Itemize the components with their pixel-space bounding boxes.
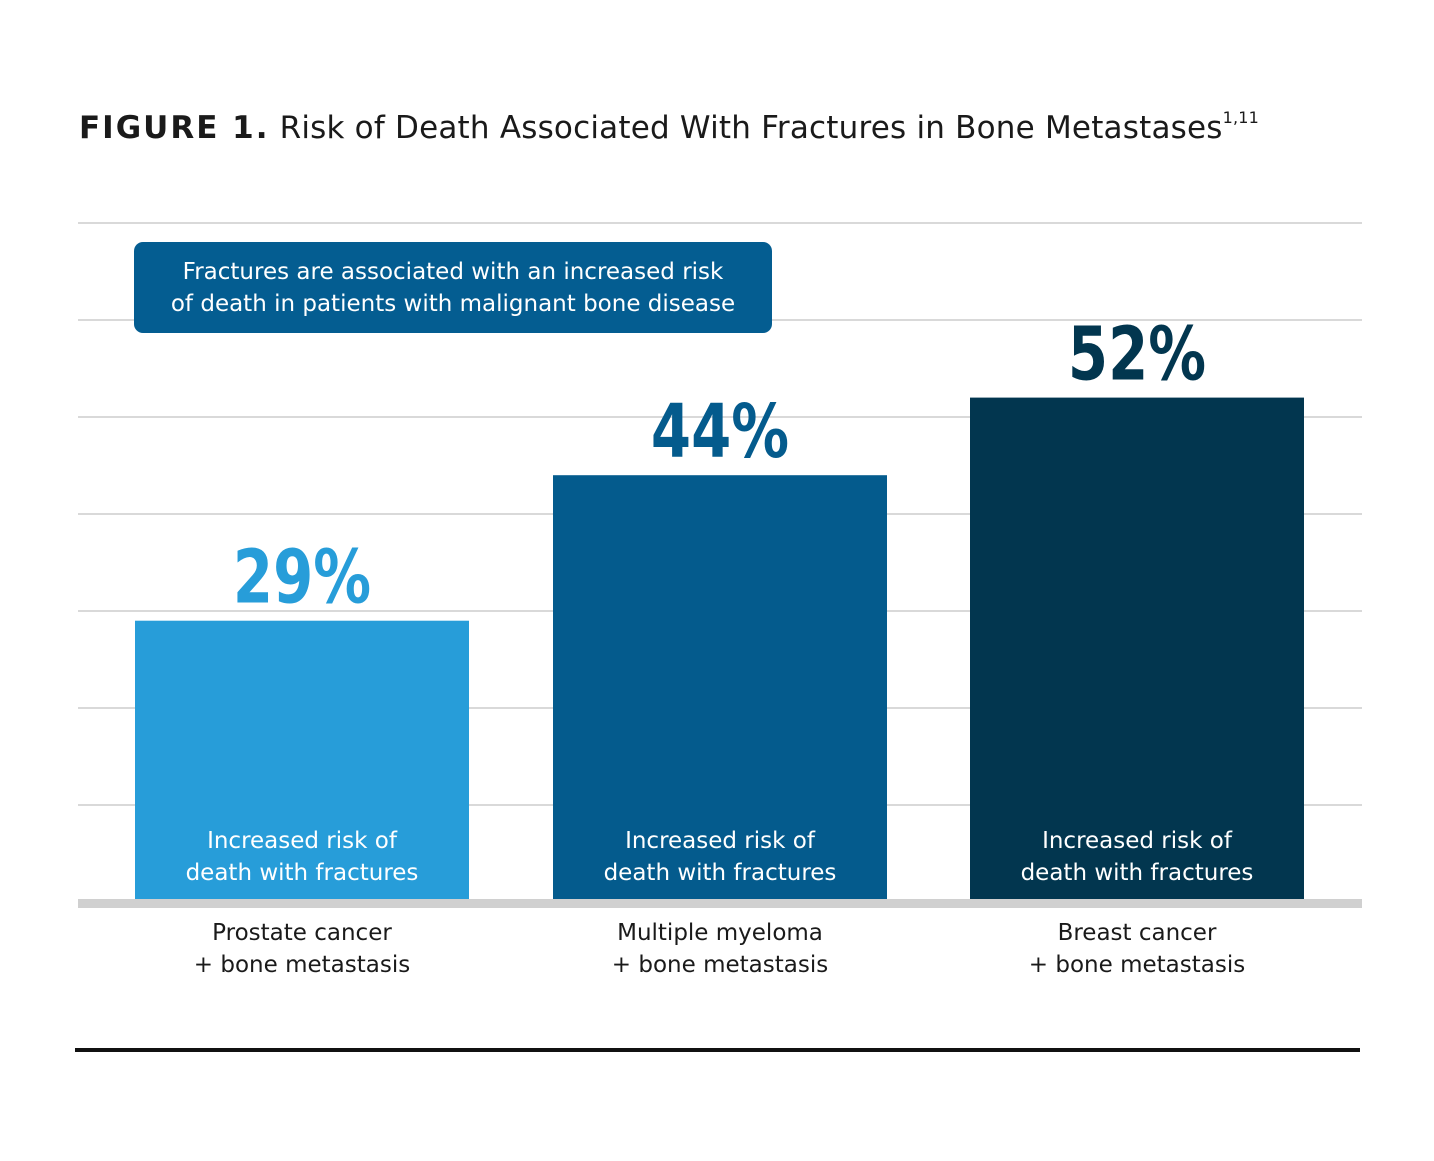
bar-inner-label: death with fractures [604, 860, 837, 886]
figure-label: FIGURE 1. [79, 110, 270, 146]
bar-inner-label: death with fractures [186, 860, 419, 886]
figure-title: FIGURE 1. Risk of Death Associated With … [79, 108, 1260, 146]
bar-value-label: 52% [1068, 310, 1206, 397]
figure-title-text: Risk of Death Associated With Fractures … [279, 110, 1223, 146]
bar-inner-label: death with fractures [1021, 860, 1254, 886]
category-label: + bone metastasis [612, 952, 828, 978]
category-label: Prostate cancer [212, 920, 392, 946]
category-label: Multiple myeloma [617, 920, 823, 946]
bar [970, 397, 1304, 902]
callout-box: Fractures are associated with an increas… [134, 242, 772, 333]
callout-line-2: of death in patients with malignant bone… [170, 290, 736, 317]
bar [553, 475, 887, 902]
bar-inner-label: Increased risk of [625, 828, 816, 854]
category-label: + bone metastasis [1029, 952, 1245, 978]
category-label: + bone metastasis [194, 952, 410, 978]
callout-line-1: Fractures are associated with an increas… [182, 258, 724, 285]
bar-inner-label: Increased risk of [1042, 828, 1233, 854]
figure-title-superscript: 1,11 [1222, 108, 1260, 127]
bar [135, 620, 469, 902]
bar-value-label: 44% [651, 388, 789, 475]
bar-value-label: 29% [233, 534, 371, 621]
category-label: Breast cancer [1058, 920, 1217, 946]
bar-inner-label: Increased risk of [207, 828, 398, 854]
x-axis-baseline [78, 899, 1362, 908]
bottom-rule [75, 1048, 1360, 1052]
